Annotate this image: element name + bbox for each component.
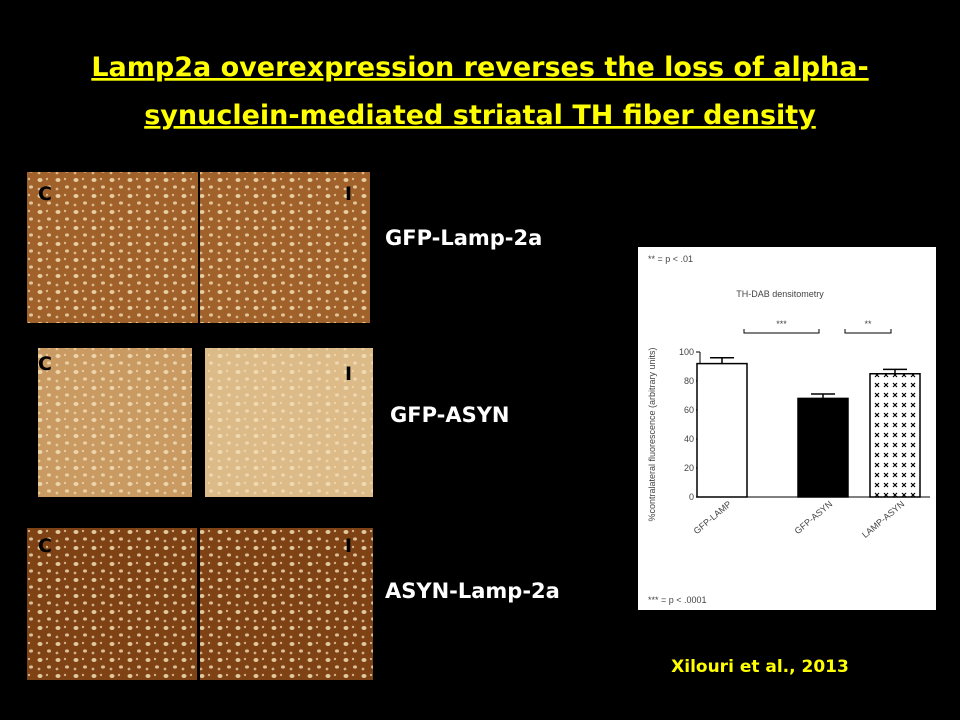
bar (797, 397, 849, 498)
error-bar (883, 368, 907, 374)
panel-label: GFP-Lamp-2a (385, 226, 542, 250)
slide-title: Lamp2a overexpression reverses the loss … (91, 52, 868, 83)
significance-bracket (743, 329, 820, 334)
error-bar (811, 393, 835, 399)
chart-annotation: *** = p < .0001 (648, 595, 707, 605)
bar (869, 373, 921, 498)
y-tick-label: 40 (684, 434, 694, 444)
panel-label: GFP-ASYN (390, 403, 509, 427)
y-tick-label: 80 (684, 376, 694, 386)
bar (696, 362, 748, 498)
significance-label: ** (864, 319, 872, 329)
chart-annotation: ** = p < .01 (648, 254, 693, 264)
panel-side-label: C (38, 353, 52, 375)
panel-label: ASYN-Lamp-2a (385, 579, 560, 603)
panel-side-label: I (345, 535, 352, 557)
y-tick-label: 60 (684, 405, 694, 415)
significance-label: *** (776, 319, 787, 329)
panel-side-label: I (345, 183, 352, 205)
panel-side-label: C (38, 183, 52, 205)
panel-side-label: I (345, 363, 352, 385)
error-bar (710, 357, 734, 364)
significance-bracket (844, 329, 892, 334)
panel-side-label: C (38, 535, 52, 557)
histology (27, 172, 373, 680)
y-tick-label: 100 (679, 347, 694, 357)
slide-title: synuclein-mediated striatal TH fiber den… (144, 100, 816, 131)
y-tick-label: 0 (689, 492, 694, 502)
y-tick-label: 20 (684, 463, 694, 473)
y-axis-label: %contralateral fluorescence (arbitrary u… (647, 347, 657, 521)
citation: Xilouri et al., 2013 (671, 657, 849, 677)
chart-title: TH-DAB densitometry (736, 289, 824, 299)
